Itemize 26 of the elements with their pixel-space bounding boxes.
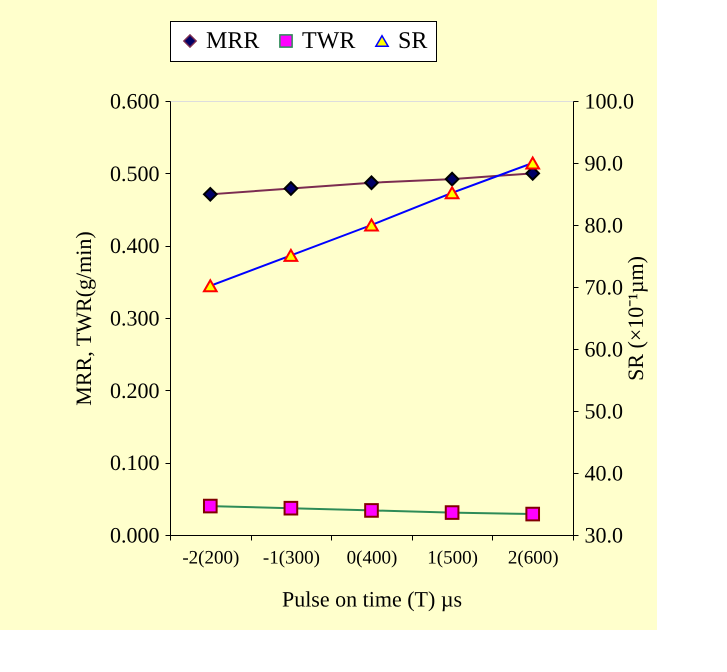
x-tick-label: 1(500) [427,548,478,568]
y2-axis-title: SR (×10⁻¹µm) [623,256,648,381]
y2-tick-label: 30.0 [584,522,623,548]
legend-label: TWR [302,28,356,54]
y2-tick-label: 70.0 [584,274,623,300]
x-axis-title: Pulse on time (T) µs [282,586,462,612]
y-tick-label: 0.400 [110,233,160,258]
y-tick-label: 0.100 [110,450,160,476]
x-tick-label: -2(200) [182,548,240,568]
y-tick-label: 0.600 [110,88,160,114]
y2-tick-label: 60.0 [584,336,623,362]
y2-tick-label: 100.0 [584,88,634,114]
y-tick-label: 0.000 [110,522,160,548]
y2-tick-label: 80.0 [584,212,623,238]
y-tick-label: 0.300 [110,306,160,330]
y-axis-title: MRR, TWR(g/min) [71,231,96,406]
x-tick-label: -1(300) [262,548,320,568]
x-tick-label: 0(400) [346,548,398,568]
y2-tick-label: 90.0 [584,150,623,176]
y-tick-label: 0.500 [110,160,160,186]
y-tick-label: 0.200 [110,378,160,403]
x-tick-label: 2(600) [508,548,559,568]
legend-label: SR [398,28,428,54]
y2-tick-label: 40.0 [584,460,623,486]
legend-label: MRR [206,28,260,54]
y2-tick-label: 50.0 [584,398,623,424]
